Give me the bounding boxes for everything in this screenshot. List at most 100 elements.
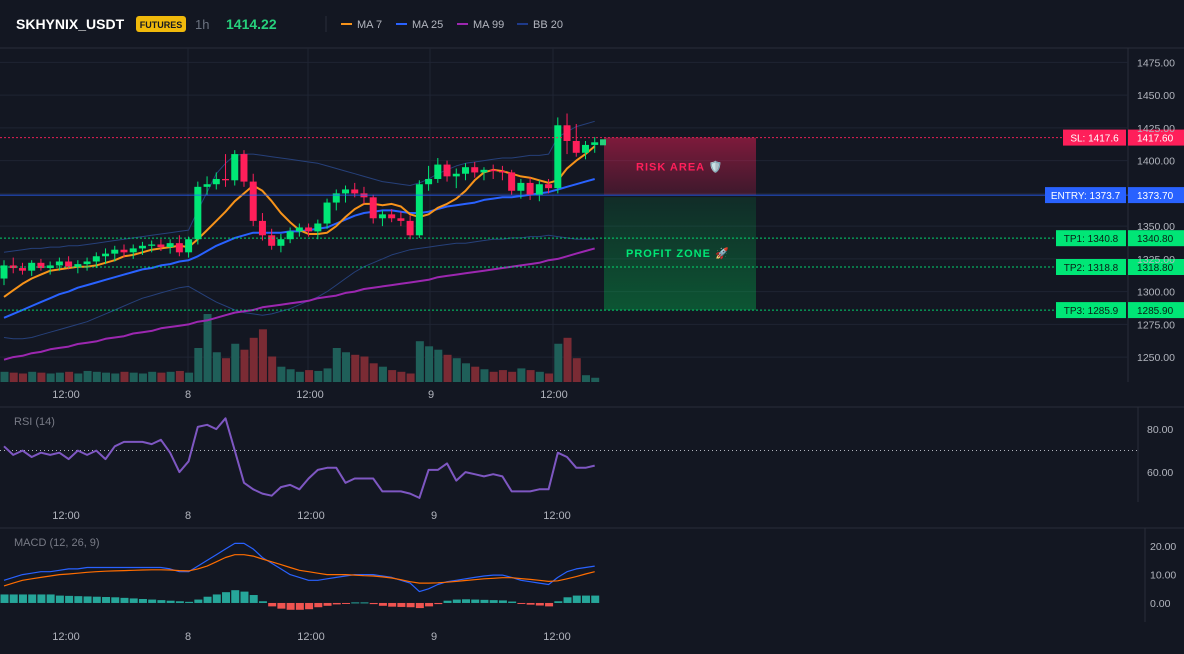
main-price-axis[interactable]: 1475.00 1450.00 1425.00 1400.00 1350.00 1325.… <box>1137 57 1175 364</box>
macd-histogram-bar <box>498 600 507 603</box>
candle <box>37 258 45 271</box>
volume-bar <box>406 373 415 382</box>
macd-histogram-bar <box>323 602 332 606</box>
candle <box>194 181 202 245</box>
macd-pane: MACD (12, 26, 9) 20.00 10.00 0.00 <box>0 537 1176 610</box>
candle <box>591 137 599 153</box>
candle-body <box>554 125 562 189</box>
candle-body <box>425 178 433 185</box>
candle <box>212 172 220 190</box>
time-tick-label: 12:00 <box>540 389 568 401</box>
candle <box>28 260 36 276</box>
candle <box>397 211 405 227</box>
volume-bar <box>9 372 18 382</box>
time-tick-label: 12:00 <box>52 631 80 643</box>
macd-histogram-bar <box>572 595 581 603</box>
time-tick-label: 12:00 <box>297 631 325 643</box>
sl-axis-label-0: 1417.60 <box>1137 134 1174 145</box>
candle <box>452 168 460 189</box>
macd-histogram-bar <box>28 594 37 603</box>
candle <box>526 177 534 200</box>
candle-body <box>572 140 580 153</box>
candle <box>185 236 193 258</box>
candle <box>388 209 396 223</box>
volume-bar <box>415 341 424 382</box>
time-tick-label: 8 <box>185 510 191 522</box>
bb20-legend-label[interactable]: BB 20 <box>533 19 563 31</box>
macd-tick-label: 0.00 <box>1150 598 1171 610</box>
tp-axis-tag-2 <box>1128 230 1184 247</box>
price-tick-label: 1425.00 <box>1137 123 1175 135</box>
macd-histogram-bar <box>378 602 387 606</box>
candle-body <box>295 227 303 232</box>
candle-body <box>480 169 488 173</box>
volume-bar <box>378 366 387 382</box>
candle-body <box>231 154 239 181</box>
macd-histogram-bar <box>554 601 563 603</box>
candle-body <box>203 184 211 187</box>
candle-body <box>498 171 506 173</box>
volume-bar <box>28 371 37 382</box>
chart-header: SKHYNIX_USDT FUTURES 1h 1414.22 MA 7 MA … <box>16 16 563 32</box>
candle-body <box>508 172 516 191</box>
candle <box>0 260 8 286</box>
candle-body <box>83 261 91 265</box>
volume-bar <box>314 370 323 382</box>
candle-body <box>258 220 266 236</box>
candle <box>258 213 266 241</box>
candle-body <box>443 164 451 177</box>
time-tick-label: 12:00 <box>543 631 571 643</box>
macd-histogram-bar <box>175 601 184 603</box>
candle <box>231 150 239 186</box>
macd-histogram-bar <box>194 599 203 603</box>
volume-bar <box>92 371 101 382</box>
macd-histogram-bar <box>203 596 212 603</box>
candle-body <box>452 173 460 177</box>
volume-bar <box>434 349 443 382</box>
candle-body <box>129 248 137 253</box>
candle-body <box>212 178 220 185</box>
candle-body <box>175 243 183 253</box>
volume-bar <box>268 356 277 382</box>
macd-histogram-bar <box>591 595 600 603</box>
candle <box>415 180 423 238</box>
ma99-legend-label[interactable]: MA 99 <box>473 19 504 31</box>
macd-histogram-bar <box>231 590 240 603</box>
candle <box>111 245 119 262</box>
sl-level-tag-label-0: SL: 1417.6 <box>1070 134 1119 145</box>
volume-bar <box>0 371 9 382</box>
candle <box>443 160 451 182</box>
candle-body <box>111 249 119 254</box>
volume-bar <box>360 356 369 382</box>
symbol-label[interactable]: SKHYNIX_USDT <box>16 16 125 32</box>
candle-body <box>526 182 534 195</box>
macd-histogram-bar <box>268 602 277 607</box>
candle <box>203 176 211 195</box>
tp-axis-label-2: 1340.80 <box>1137 234 1174 245</box>
candle-body <box>138 245 146 249</box>
price-tick-label: 1350.00 <box>1137 221 1175 233</box>
candle <box>92 252 100 269</box>
candle <box>286 227 294 244</box>
macd-histogram-bar <box>157 600 166 603</box>
macd-histogram-bar <box>138 598 147 603</box>
candle-body <box>185 239 193 253</box>
ma7-legend-label[interactable]: MA 7 <box>357 19 382 31</box>
tp-level-tag-label-3: TP2: 1318.8 <box>1064 263 1119 274</box>
sl-level-tag-0 <box>1063 129 1126 146</box>
volume-bar <box>572 358 581 382</box>
ma25-legend-label[interactable]: MA 25 <box>412 19 443 31</box>
candle <box>46 261 54 275</box>
candle <box>83 257 91 271</box>
candle-body <box>369 197 377 219</box>
candle-body <box>55 261 63 266</box>
profit-zone-label: PROFIT ZONE 🚀 <box>626 247 730 260</box>
macd-histogram-bar <box>249 595 258 603</box>
last-price: 1414.22 <box>226 16 277 32</box>
macd-histogram-bar <box>92 596 101 603</box>
interval-label[interactable]: 1h <box>195 17 209 32</box>
macd-histogram-bar <box>388 602 397 607</box>
volume-bar <box>277 366 286 382</box>
rsi-tick-label: 80.00 <box>1147 424 1173 436</box>
